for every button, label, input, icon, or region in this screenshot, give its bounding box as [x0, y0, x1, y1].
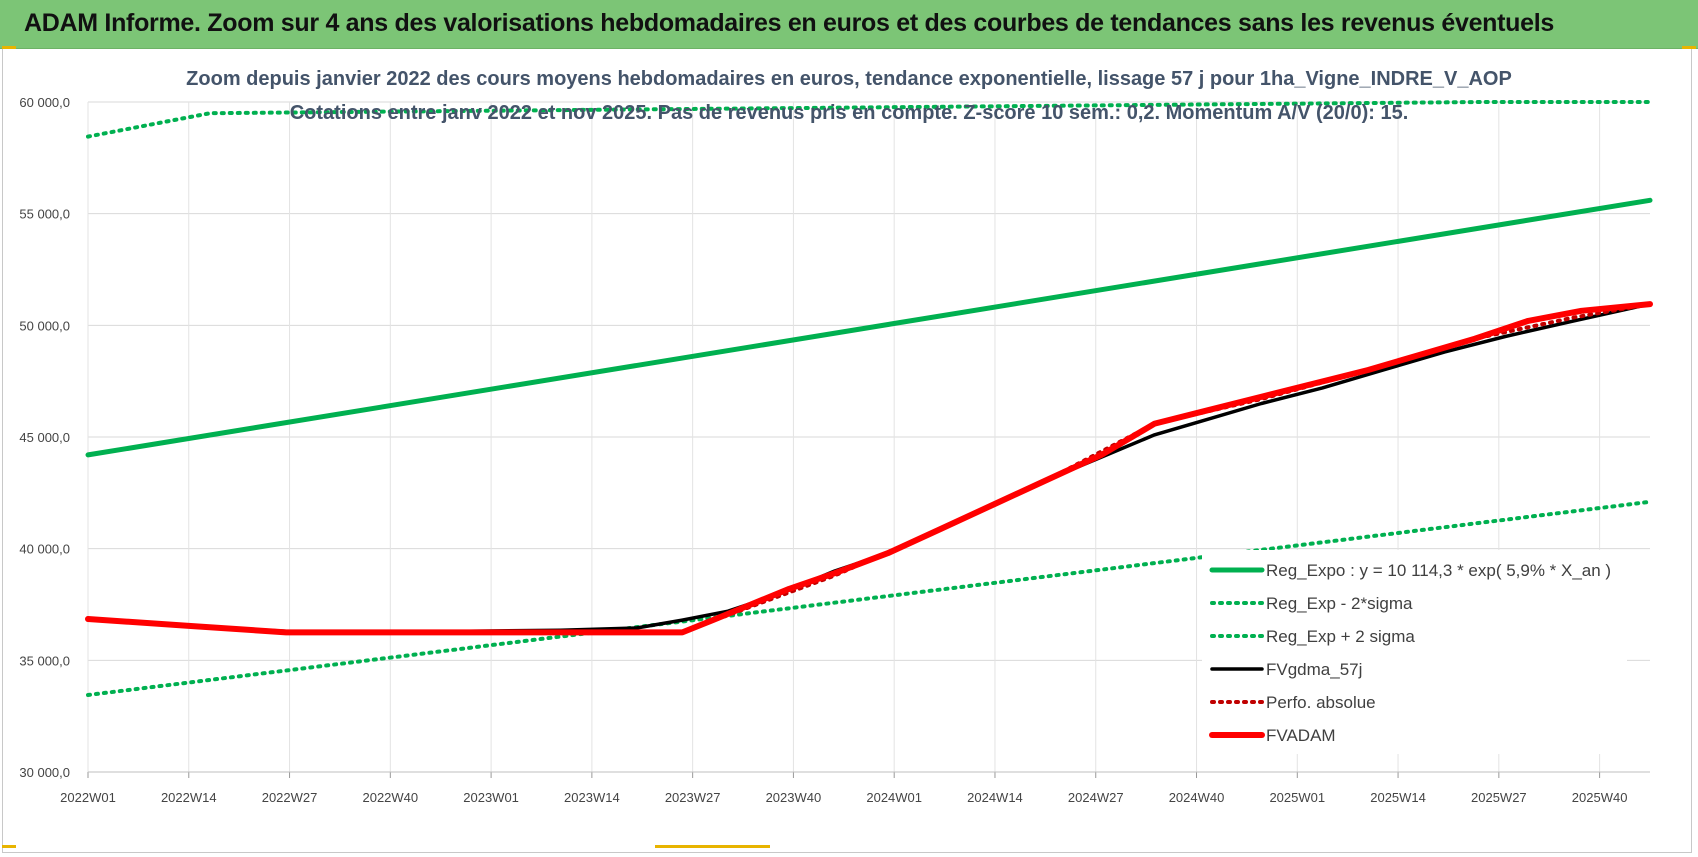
legend-label: Reg_Exp + 2 sigma — [1266, 627, 1415, 646]
x-tick-label: 2025W40 — [1572, 790, 1628, 805]
legend-background — [1202, 550, 1627, 754]
x-tick-label: 2022W27 — [262, 790, 318, 805]
series-line-6 — [85, 301, 1653, 636]
x-tick-label: 2025W27 — [1471, 790, 1527, 805]
chart-title-line-2: Cotations entre janv 2022 et nov 2025. P… — [289, 102, 1409, 124]
x-tick-label: 2023W01 — [463, 790, 519, 805]
frame-corner-marker — [1682, 46, 1696, 49]
x-tick-label: 2024W14 — [967, 790, 1023, 805]
report-title: ADAM Informe. Zoom sur 4 ans des valoris… — [24, 9, 1554, 37]
frame-corner-marker — [2, 845, 16, 848]
y-tick-label: 60 000,0 — [19, 95, 70, 110]
x-tick-label: 2024W01 — [866, 790, 922, 805]
y-tick-label: 30 000,0 — [19, 765, 70, 780]
x-tick-label: 2023W14 — [564, 790, 620, 805]
frame-corner-marker — [655, 845, 770, 848]
x-tick-label: 2022W14 — [161, 790, 217, 805]
x-tick-label: 2022W01 — [60, 790, 116, 805]
legend-label: Reg_Exp - 2*sigma — [1266, 594, 1413, 613]
legend-label: FVgdma_57j — [1266, 660, 1362, 679]
y-tick-label: 40 000,0 — [19, 542, 70, 557]
y-tick-label: 55 000,0 — [19, 207, 70, 222]
x-tick-label: 2023W40 — [766, 790, 822, 805]
y-tick-label: 35 000,0 — [19, 653, 70, 668]
chart-frame — [2, 48, 1692, 853]
x-tick-label: 2022W40 — [362, 790, 418, 805]
y-tick-label: 45 000,0 — [19, 430, 70, 445]
x-tick-label: 2024W27 — [1068, 790, 1124, 805]
series-line-3 — [86, 100, 1652, 139]
x-tick-label: 2024W40 — [1169, 790, 1225, 805]
chart-title-line-1: Zoom depuis janvier 2022 des cours moyen… — [186, 68, 1512, 90]
frame-corner-marker — [2, 46, 16, 49]
legend-label: FVADAM — [1266, 726, 1336, 745]
legend-label: Reg_Expo : y = 10 114,3 * exp( 5,9% * X_… — [1266, 561, 1611, 580]
series-line-1 — [85, 197, 1653, 458]
y-tick-label: 50 000,0 — [19, 318, 70, 333]
x-tick-label: 2023W27 — [665, 790, 721, 805]
legend-label: Perfo. absolue — [1266, 693, 1376, 712]
header-banner: ADAM Informe. Zoom sur 4 ans des valoris… — [0, 0, 1698, 49]
x-tick-label: 2025W14 — [1370, 790, 1426, 805]
series-line-2 — [86, 499, 1652, 697]
x-tick-label: 2025W01 — [1269, 790, 1325, 805]
